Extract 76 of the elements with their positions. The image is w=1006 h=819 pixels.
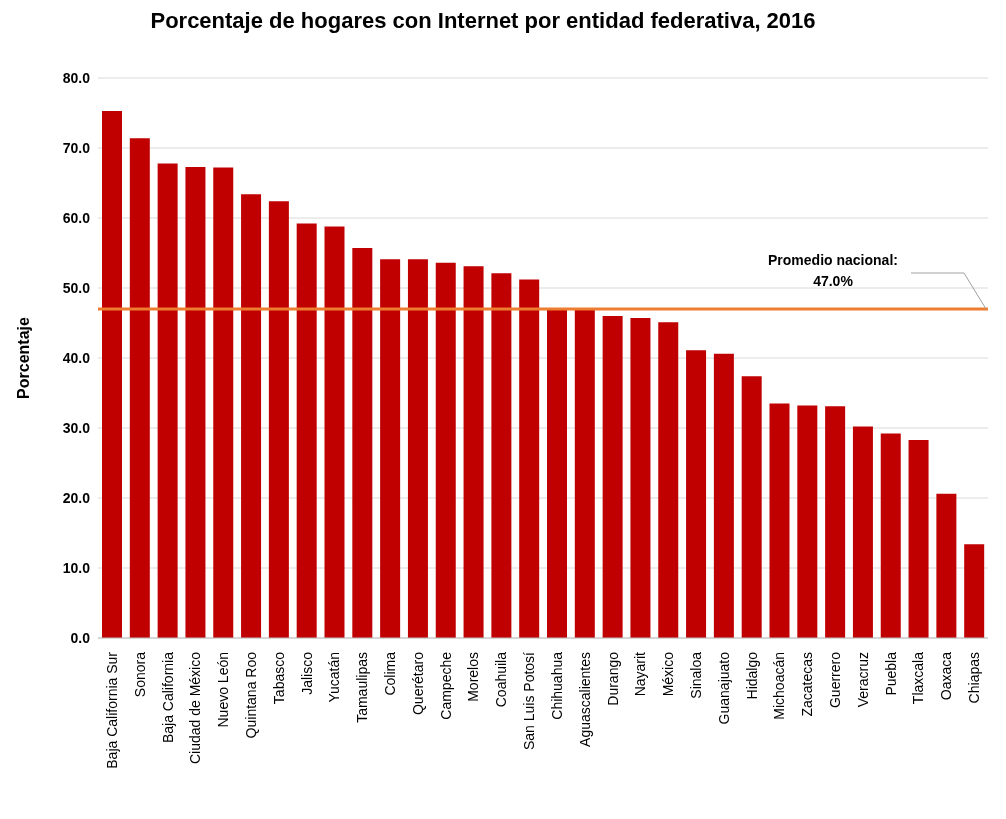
y-tick-label: 10.0 xyxy=(62,559,91,576)
bar xyxy=(380,259,401,638)
bar xyxy=(769,403,790,638)
y-tick-label: 40.0 xyxy=(62,349,91,366)
bar xyxy=(797,405,818,638)
x-tick-label: Nuevo León xyxy=(215,652,232,728)
bar xyxy=(268,201,289,638)
x-tick-label: Querétaro xyxy=(409,651,426,716)
bar xyxy=(435,262,456,638)
bar xyxy=(324,226,345,638)
x-tick-label: Zacatecas xyxy=(799,652,816,717)
bar xyxy=(157,163,178,638)
x-tick-label: Durango xyxy=(604,651,621,706)
x-tick-label: Baja California xyxy=(159,651,176,744)
bar xyxy=(463,266,484,638)
bar xyxy=(102,110,122,638)
bar xyxy=(630,318,651,638)
x-tick-label: Yucatán xyxy=(326,652,343,703)
bar xyxy=(185,166,206,638)
bar xyxy=(129,138,150,638)
y-tick-label: 20.0 xyxy=(62,489,91,506)
x-tick-label: Colima xyxy=(382,651,399,696)
x-tick-label: Campeche xyxy=(437,651,454,720)
x-tick-label: Aguascalientes xyxy=(576,652,593,747)
bar xyxy=(519,279,540,638)
x-tick-label: Oaxaca xyxy=(938,651,955,701)
bar xyxy=(713,353,734,638)
x-tick-label: Ciudad de México xyxy=(187,651,204,765)
x-tick-label: Coahuila xyxy=(493,651,510,708)
bar xyxy=(852,426,873,638)
bar xyxy=(880,433,901,638)
bar xyxy=(908,439,929,638)
x-tick-label: San Luis Potosí xyxy=(521,651,538,751)
x-tick-label: Guanajuato xyxy=(715,651,732,725)
bar xyxy=(574,309,595,638)
y-tick-label: 60.0 xyxy=(62,209,91,226)
y-tick-label: 0.0 xyxy=(70,629,91,646)
x-tick-label: Michoacán xyxy=(771,652,788,720)
bar xyxy=(296,223,317,638)
bar xyxy=(491,273,512,638)
x-tick-label: México xyxy=(660,651,677,697)
bar xyxy=(213,167,234,638)
x-tick-label: Jalisco xyxy=(298,651,315,695)
ref-line-label: Promedio nacional: 47.0% xyxy=(768,252,898,289)
bar xyxy=(964,544,985,638)
x-tick-label: Tamaulipas xyxy=(354,652,371,723)
x-tick-label: Quintana Roo xyxy=(242,651,259,739)
x-tick-label: Baja California Sur xyxy=(103,651,120,769)
bar xyxy=(241,194,262,638)
bar xyxy=(658,322,679,638)
bar xyxy=(825,406,846,638)
bar xyxy=(741,376,762,638)
bar xyxy=(936,493,957,638)
x-tick-label: Morelos xyxy=(465,652,482,702)
x-tick-label: Sinaloa xyxy=(687,651,704,699)
bar xyxy=(686,350,707,638)
y-tick-label: 70.0 xyxy=(62,139,91,156)
x-tick-label: Hidalgo xyxy=(743,651,760,700)
x-tick-label: Sonora xyxy=(131,651,148,698)
bar xyxy=(602,316,623,638)
x-tick-label: Nayarit xyxy=(632,651,649,697)
bar xyxy=(352,248,373,638)
x-tick-label: Guerrero xyxy=(827,651,844,709)
x-tick-label: Chiapas xyxy=(966,652,983,704)
bar xyxy=(547,309,567,638)
y-tick-label: 50.0 xyxy=(62,279,91,296)
bar xyxy=(407,259,428,638)
x-tick-label: Tlaxcala xyxy=(910,651,927,705)
x-tick-label: Puebla xyxy=(882,651,899,696)
y-tick-label: 30.0 xyxy=(62,419,91,436)
x-tick-label: Tabasco xyxy=(270,651,287,705)
y-tick-label: 80.0 xyxy=(62,69,91,86)
y-axis-title: Porcentaje xyxy=(14,316,32,399)
x-tick-label: Veracruz xyxy=(854,652,871,708)
x-tick-label: Chihuahua xyxy=(548,651,565,720)
chart-title: Porcentaje de hogares con Internet por entidad federativa, 2016 xyxy=(149,8,817,34)
